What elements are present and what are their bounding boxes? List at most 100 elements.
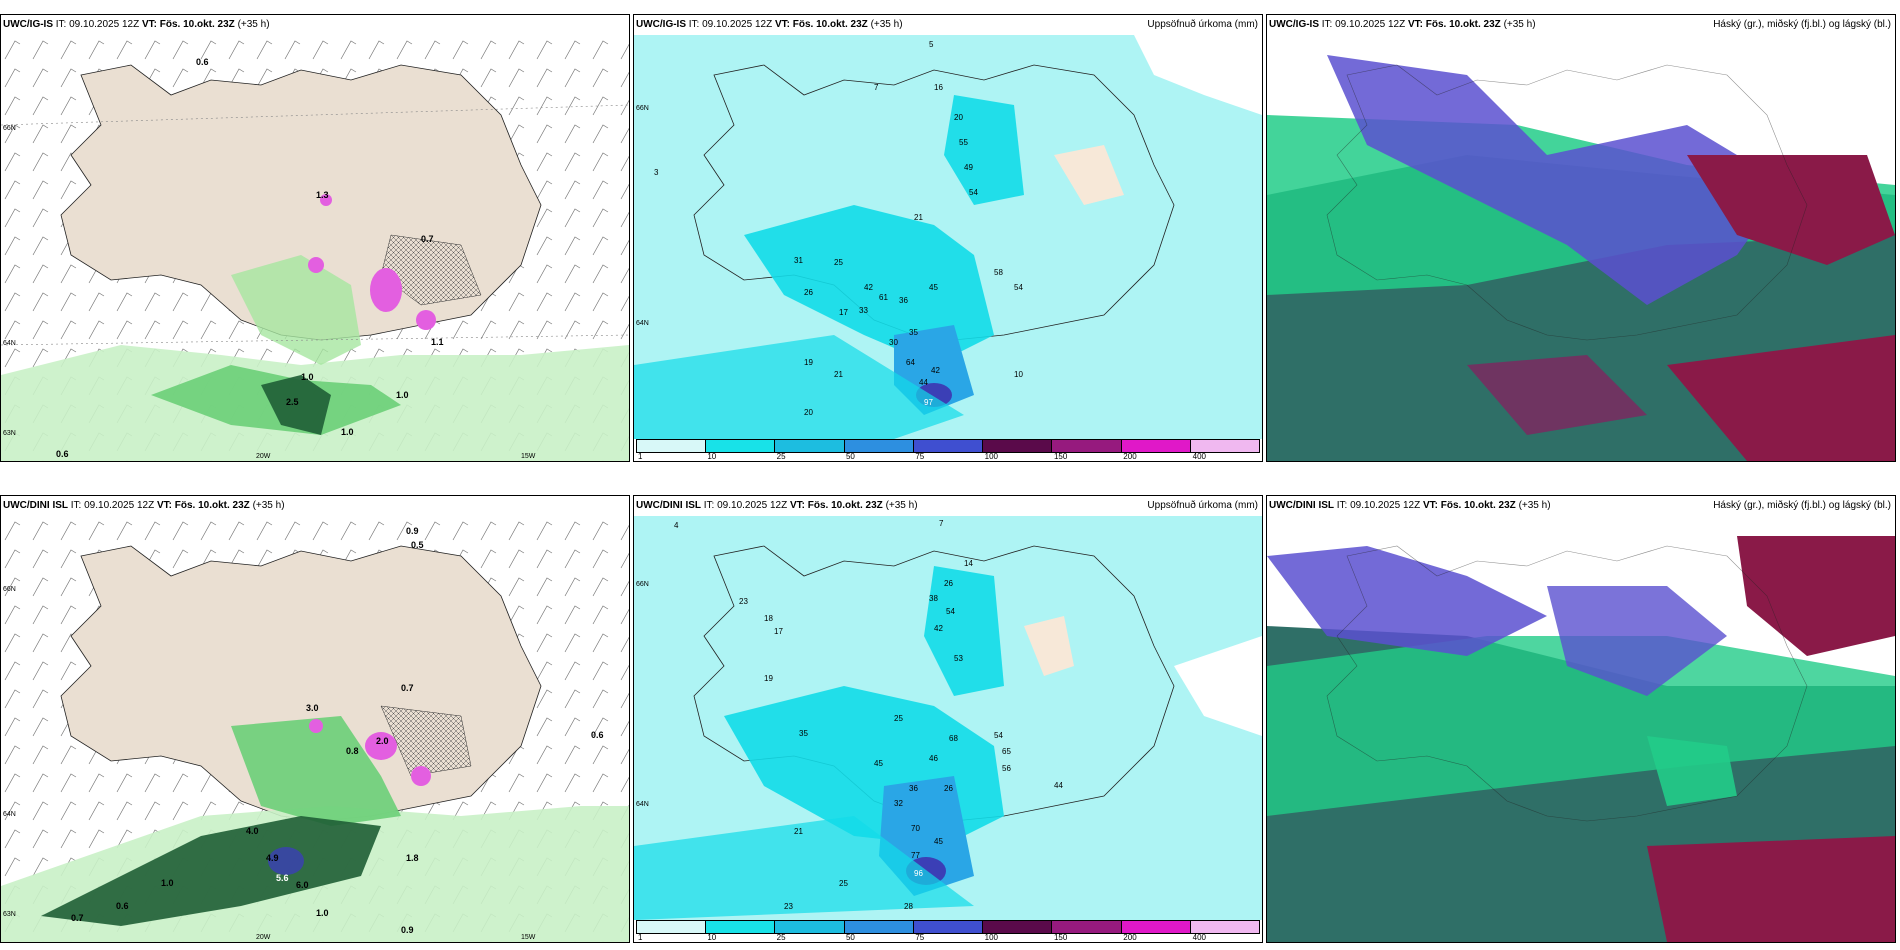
value-label: 61 bbox=[879, 293, 888, 302]
value-label: 1.0 bbox=[316, 908, 329, 918]
lon-label: 15W bbox=[521, 453, 536, 460]
valid-time: Fös. 10.okt. 23Z bbox=[1440, 500, 1516, 511]
product-title: Háský (gr.), miðský (fj.bl.) og lágský (… bbox=[1713, 500, 1891, 511]
value-label: 20 bbox=[804, 408, 813, 417]
panel-ig-is-accumulated-precip: UWC/IG-IS IT: 09.10.2025 12Z VT: Fös. 10… bbox=[633, 14, 1263, 462]
value-label: 1.1 bbox=[431, 337, 444, 347]
map-canvas: 5 7 16 20 55 49 54 21 31 26 25 42 61 33 … bbox=[634, 35, 1262, 439]
precip-colorbar: 1 10 25 50 75 100 150 200 400 bbox=[634, 439, 1262, 461]
cloud-maroon bbox=[1647, 836, 1895, 942]
value-label: 35 bbox=[799, 729, 808, 738]
colorbar-swatch bbox=[706, 440, 776, 452]
value-label: 36 bbox=[909, 784, 918, 793]
value-label: 32 bbox=[894, 799, 903, 808]
colorbar-swatch bbox=[775, 440, 845, 452]
value-label: 4.0 bbox=[246, 826, 259, 836]
colorbar-tick: 10 bbox=[707, 933, 717, 942]
valid-time-label: VT: bbox=[1407, 19, 1423, 30]
value-label: 49 bbox=[964, 163, 973, 172]
panel-header: UWC/IG-IS IT: 09.10.2025 12Z VT: Fös. 10… bbox=[1, 15, 629, 35]
precip-mid-area bbox=[944, 95, 1024, 205]
panel-header: UWC/IG-IS IT: 09.10.2025 12Z VT: Fös. 10… bbox=[634, 15, 1262, 35]
colorbar-swatch bbox=[1121, 440, 1191, 452]
value-label: 23 bbox=[784, 902, 793, 911]
lat-label: 66N bbox=[3, 586, 16, 593]
precip-area-dark bbox=[41, 816, 381, 926]
colorbar-swatches bbox=[636, 439, 1260, 453]
value-label: 0.8 bbox=[346, 746, 359, 756]
value-label: 77 bbox=[911, 851, 920, 860]
value-label: 0.5 bbox=[411, 540, 424, 550]
panel-header: UWC/DINI ISL IT: 09.10.2025 12Z VT: Fös.… bbox=[1267, 496, 1895, 516]
value-label: 17 bbox=[774, 627, 783, 636]
colorbar-swatch bbox=[1052, 921, 1122, 933]
colorbar-swatch bbox=[1052, 440, 1122, 452]
panel-ig-is-wind-precip: UWC/IG-IS IT: 09.10.2025 12Z VT: Fös. 10… bbox=[0, 14, 630, 462]
valid-time: Fös. 10.okt. 23Z bbox=[159, 19, 235, 30]
valid-time: Fös. 10.okt. 23Z bbox=[792, 19, 868, 30]
mid-cloud-blue bbox=[1327, 55, 1787, 305]
value-label: 21 bbox=[794, 827, 803, 836]
magenta-cell bbox=[320, 194, 332, 206]
magenta-cell bbox=[309, 719, 323, 733]
value-label: 1.3 bbox=[316, 190, 329, 200]
value-label: 17 bbox=[839, 308, 848, 317]
model-name: UWC/DINI ISL bbox=[636, 500, 701, 511]
colorbar-tick: 200 bbox=[1123, 933, 1137, 942]
colorbar-swatch bbox=[1190, 440, 1259, 452]
value-label: 54 bbox=[946, 607, 955, 616]
value-label: 3.0 bbox=[306, 703, 319, 713]
colorbar-tick: 200 bbox=[1123, 452, 1137, 461]
value-label: 0.6 bbox=[196, 57, 209, 67]
mid-cloud-blue bbox=[1267, 546, 1547, 656]
map-clouds bbox=[1267, 516, 1895, 942]
lon-label: 20W bbox=[256, 934, 271, 941]
cloud-maroon bbox=[1667, 335, 1895, 461]
value-label: 65 bbox=[1002, 747, 1011, 756]
panel-dini-wind-precip: UWC/DINI ISL IT: 09.10.2025 12Z VT: Fös.… bbox=[0, 495, 630, 943]
colorbar-tick: 100 bbox=[984, 452, 998, 461]
value-label: 25 bbox=[839, 879, 848, 888]
white-sea-area bbox=[1134, 35, 1262, 115]
value-label: 0.9 bbox=[406, 526, 419, 536]
lat-label: 64N bbox=[3, 340, 16, 347]
map-canvas bbox=[1267, 35, 1895, 461]
colorbar-swatch bbox=[1121, 921, 1191, 933]
value-label: 0.7 bbox=[421, 234, 434, 244]
value-label: 26 bbox=[944, 784, 953, 793]
valid-time: Fös. 10.okt. 23Z bbox=[174, 500, 250, 511]
valid-time: Fös. 10.okt. 23Z bbox=[807, 500, 883, 511]
value-label: 16 bbox=[934, 83, 943, 92]
panel-dini-clouds: UWC/DINI ISL IT: 09.10.2025 12Z VT: Fös.… bbox=[1266, 495, 1896, 943]
value-label: 44 bbox=[919, 378, 928, 387]
value-label: 54 bbox=[1014, 283, 1023, 292]
value-label: 0.6 bbox=[591, 730, 604, 740]
value-label: 10 bbox=[1014, 370, 1023, 379]
precip-area-mid bbox=[231, 716, 401, 826]
colorbar-tick: 150 bbox=[1053, 452, 1068, 461]
map-canvas: 4 7 14 26 38 54 42 53 23 18 17 19 35 25 … bbox=[634, 516, 1262, 920]
lat-label: 63N bbox=[3, 911, 16, 918]
model-name: UWC/IG-IS bbox=[3, 19, 53, 30]
model-name: UWC/DINI ISL bbox=[1269, 500, 1334, 511]
value-label: 25 bbox=[894, 714, 903, 723]
lat-label: 64N bbox=[636, 801, 649, 808]
value-label: 44 bbox=[1054, 781, 1063, 790]
cloud-maroon bbox=[1737, 536, 1895, 656]
mid-cloud-blue bbox=[1547, 586, 1727, 696]
value-label: 68 bbox=[949, 734, 958, 743]
lead-time: (+35 h) bbox=[252, 500, 285, 511]
product-title: Uppsöfnuð úrkoma (mm) bbox=[1147, 19, 1258, 30]
colorbar-swatches bbox=[636, 920, 1260, 934]
value-label: 36 bbox=[899, 296, 908, 305]
colorbar-tick: 75 bbox=[915, 933, 925, 942]
lead-time: (+35 h) bbox=[1518, 500, 1551, 511]
value-label: 5 bbox=[929, 40, 934, 49]
panel-header: UWC/DINI ISL IT: 09.10.2025 12Z VT: Fös.… bbox=[634, 496, 1262, 516]
southern-precip bbox=[634, 335, 964, 439]
precip-mid-area bbox=[924, 566, 1004, 696]
value-label: 53 bbox=[954, 654, 963, 663]
colorbar-swatch bbox=[637, 921, 707, 933]
init-time: IT: 09.10.2025 12Z bbox=[70, 500, 155, 511]
init-time: IT: 09.10.2025 12Z bbox=[1321, 19, 1406, 30]
